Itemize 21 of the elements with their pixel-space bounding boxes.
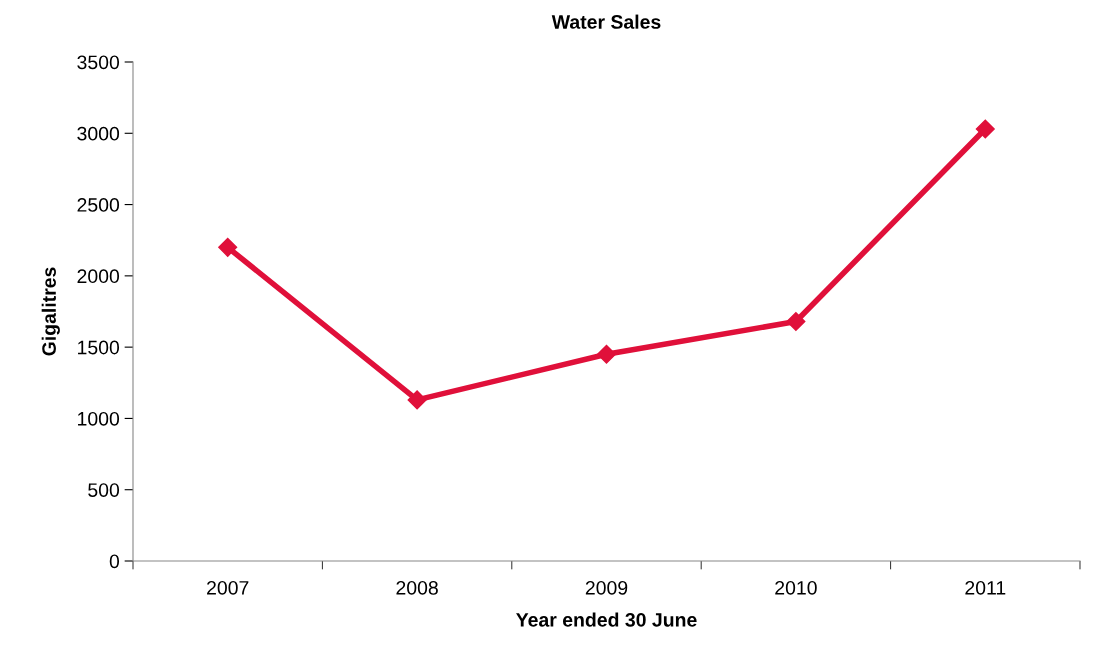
y-axis-title: Gigalitres	[41, 267, 60, 356]
x-tick-label: 2008	[396, 580, 438, 595]
y-tick-label: 1500	[78, 340, 120, 355]
point	[407, 390, 427, 410]
point	[596, 344, 617, 364]
x-tick-label: 2007	[207, 580, 249, 595]
x-tick-label: 2010	[775, 580, 817, 595]
point	[975, 119, 995, 139]
chart-title: Water Sales	[551, 14, 661, 29]
x-tick-label: 2009	[585, 580, 628, 595]
y-tick-label: 1000	[78, 411, 120, 426]
y-tick-label: 0	[109, 554, 120, 569]
point	[786, 311, 806, 332]
y-tick-label: 500	[88, 483, 120, 497]
x-axis-title: Year ended 30 June	[516, 612, 697, 627]
point	[218, 237, 238, 257]
y-tick-label: 3000	[77, 126, 120, 141]
y-tick-label: 3500	[77, 55, 120, 70]
y-tick-label: 2000	[77, 269, 120, 284]
y-tick-label: 2500	[77, 198, 120, 212]
x-tick-label: 2011	[965, 580, 1006, 595]
